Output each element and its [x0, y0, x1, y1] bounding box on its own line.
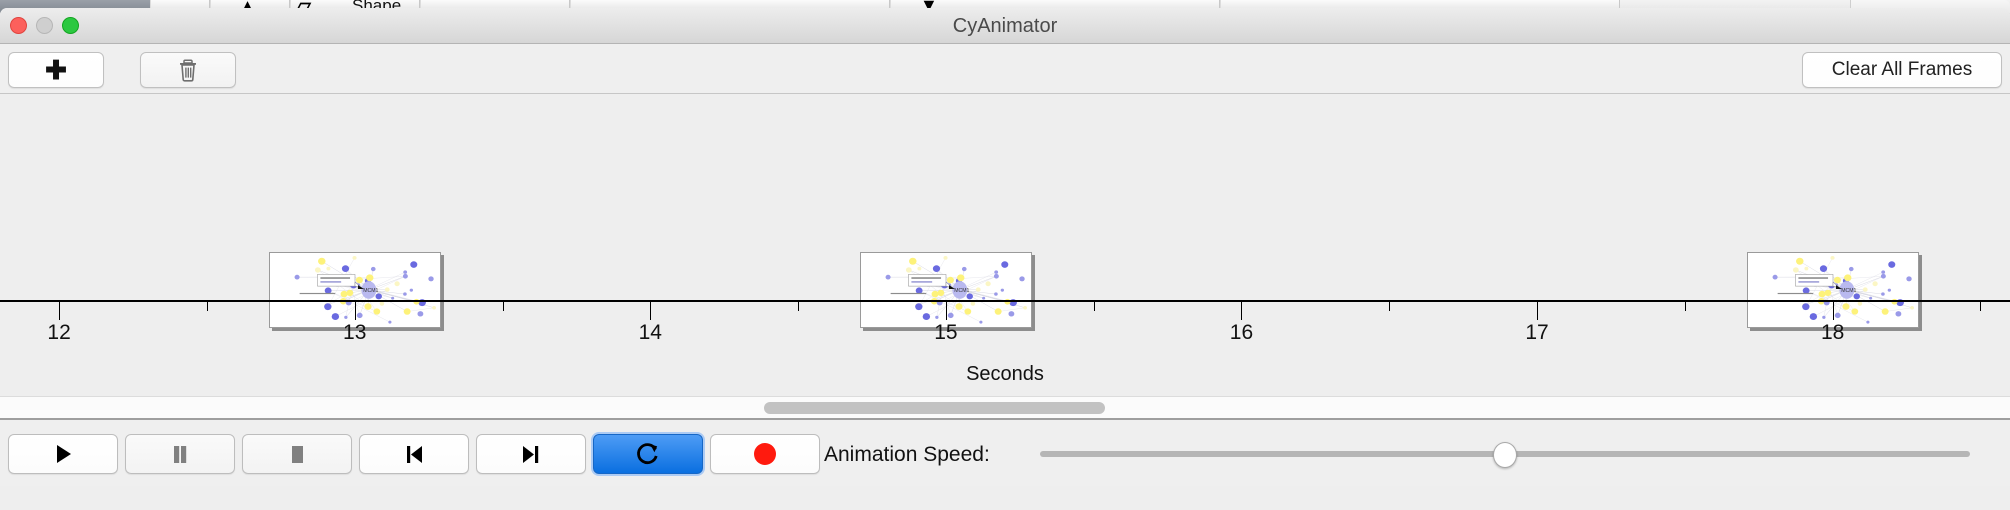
stop-icon [292, 446, 303, 463]
timeline-frame[interactable]: MCM1 [268, 252, 441, 328]
transport-bar: Animation Speed: [0, 418, 2010, 486]
ruler-tick-label: 15 [934, 321, 958, 344]
timeline-axis-title: Seconds [966, 363, 1044, 385]
timeline-scrollbar[interactable] [0, 396, 2010, 418]
skip-forward-icon [523, 446, 539, 463]
ruler-tick-minor [1389, 302, 1391, 311]
ruler-tick-major [1832, 302, 1834, 320]
ruler-tick-minor [1093, 302, 1095, 311]
ruler-tick-label: 13 [343, 321, 367, 344]
ruler-tick-major [354, 302, 356, 320]
svg-text:MCM1: MCM1 [1841, 288, 1856, 294]
ruler-tick-minor [798, 302, 800, 311]
close-button[interactable] [10, 17, 27, 34]
delete-frame-button[interactable] [140, 52, 236, 88]
bg-glyph-mark: ▴ [243, 0, 253, 14]
svg-text:MCM1: MCM1 [954, 288, 969, 294]
ruler-tick-minor [1980, 302, 1982, 311]
ruler-tick-major [1537, 302, 1539, 320]
record-icon [754, 443, 776, 465]
ruler-tick-minor [206, 302, 208, 311]
stop-button[interactable] [242, 434, 352, 474]
svg-text:MCM1: MCM1 [363, 288, 378, 294]
animation-speed-slider-thumb[interactable] [1493, 442, 1517, 468]
minimize-button[interactable] [36, 17, 53, 34]
trash-icon [180, 59, 196, 82]
plus-icon: ✚ [45, 55, 67, 85]
ruler-tick-minor [502, 302, 504, 311]
ruler-tick-label: 18 [1820, 321, 1845, 344]
ruler-tick-minor [1684, 302, 1686, 311]
loop-button[interactable] [593, 434, 703, 474]
timeline-scrollbar-thumb[interactable] [763, 402, 1106, 414]
ruler-tick-label: 17 [1525, 321, 1549, 344]
timeline-ruler: 12 13 14 15 16 17 18 [0, 300, 2010, 344]
ruler-tick-label: 14 [638, 321, 662, 344]
page-title: CyAnimator [952, 15, 1058, 37]
ruler-tick-label: 12 [47, 321, 71, 344]
skip-back-icon [407, 446, 422, 463]
skip-to-end-button[interactable] [476, 434, 586, 474]
pause-button[interactable] [125, 434, 235, 474]
add-frame-button[interactable]: ✚ [8, 52, 104, 88]
ruler-tick-major [59, 302, 61, 320]
play-icon [57, 445, 71, 463]
frame-toolbar: ✚ Clear All Frames [0, 44, 2010, 94]
clear-all-frames-label: Clear All Frames [1831, 59, 1973, 80]
traffic-light-group [10, 17, 79, 34]
ruler-tick-major [650, 302, 652, 320]
loop-icon [637, 443, 658, 465]
clear-all-frames-button[interactable]: Clear All Frames [1802, 52, 2002, 88]
play-button[interactable] [8, 434, 118, 474]
ruler-tick-label: 16 [1229, 321, 1254, 344]
title-bar: CyAnimator [0, 8, 2010, 44]
animation-speed-label: Animation Speed: [824, 443, 990, 466]
maximize-button[interactable] [62, 17, 79, 34]
cyanimator-window: CyAnimator ✚ Clear All Frames MCM1 MCM1 MC… [0, 8, 2010, 510]
timeline-frames-layer: MCM1 MCM1 MCM1 [0, 94, 2010, 334]
pause-icon [174, 446, 187, 463]
ruler-tick-major [945, 302, 947, 320]
skip-to-start-button[interactable] [359, 434, 469, 474]
record-button[interactable] [710, 434, 820, 474]
timeline-panel[interactable]: MCM1 MCM1 MCM1 12 13 14 15 16 17 18 Seconds [0, 94, 2010, 418]
ruler-tick-major [1241, 302, 1243, 320]
